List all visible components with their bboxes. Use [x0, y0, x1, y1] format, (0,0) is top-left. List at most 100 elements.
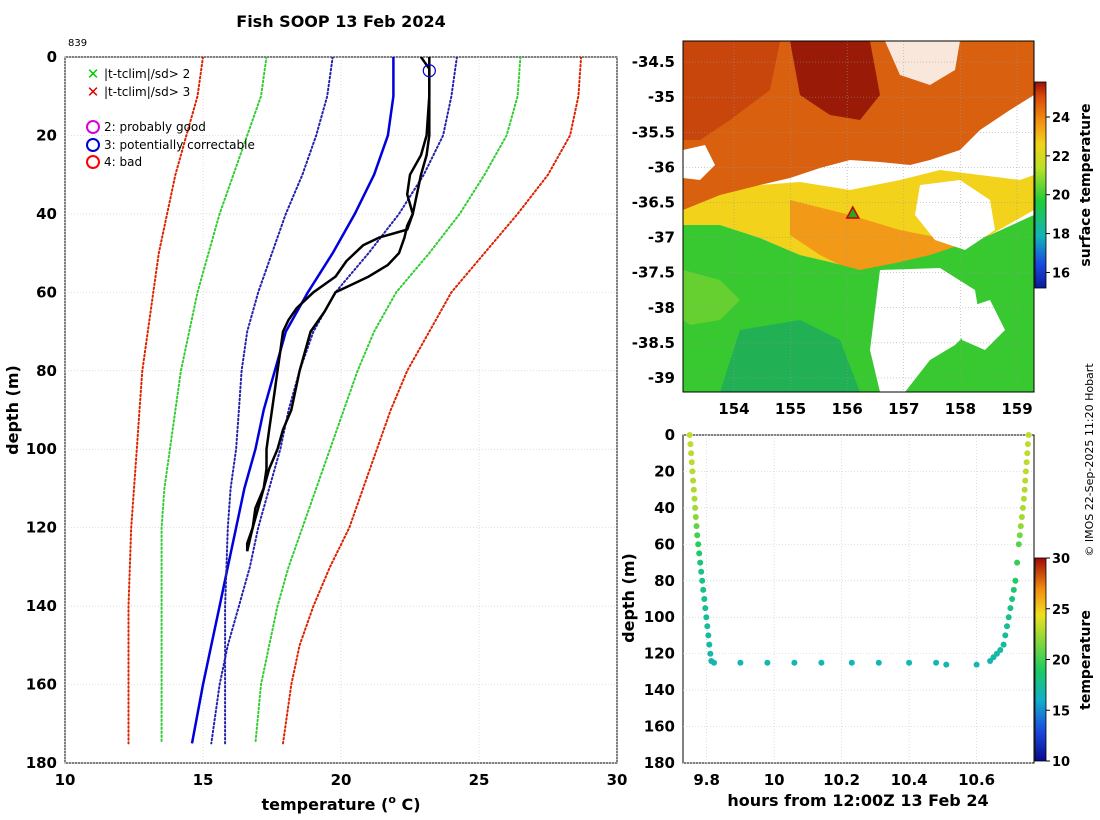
legend-item-sd3: ✕ |t-tclim|/sd> 3: [87, 83, 190, 101]
y-tick-label: 180: [26, 754, 57, 772]
legend-item-correctable: 3: potentially correctable: [86, 138, 255, 152]
time-depth-point: [1012, 577, 1019, 584]
map-x-tick-label: 155: [775, 400, 806, 418]
time-depth-point: [1002, 632, 1009, 639]
time-depth-point: [688, 450, 695, 457]
time-depth-point: [764, 659, 771, 666]
map-y-tick-label: -38.5: [632, 334, 675, 352]
y-tick-label: 60: [36, 283, 57, 301]
x-axis-label-degree: o: [388, 793, 396, 806]
time-depth-point: [705, 632, 712, 639]
time-depth-point: [698, 568, 705, 575]
time-depth-point: [689, 468, 696, 475]
cloud-mask: [683, 145, 715, 180]
time-depth-point: [1023, 459, 1030, 466]
legend-label: |t-tclim|/sd> 2: [104, 67, 190, 81]
series-line-mean-3sd: [127, 57, 204, 745]
temperature-colorbar-label: temperature: [1078, 610, 1094, 710]
map-ticks: 154 155 156 157 158 159 -34.5 -35 -35.5 -36 -36.5 -…: [632, 53, 1033, 418]
map-x-tick-label: 159: [1001, 400, 1032, 418]
time-y-tick-label: 60: [654, 535, 675, 553]
legend-item-probably-good: 2: probably good: [86, 120, 206, 134]
time-depth-point: [1010, 586, 1017, 593]
profile-y-ticks: 0 20 40 60 80 100 120 140 160 180: [26, 48, 57, 772]
time-y-tick-label: 140: [644, 681, 675, 699]
time-depth-point: [707, 650, 714, 657]
flag-circle-marker: [422, 64, 436, 78]
time-points: [686, 432, 1032, 668]
time-depth-point: [1021, 486, 1028, 493]
time-depth-point: [1004, 623, 1010, 630]
map-y-tick-label: -37.5: [632, 264, 675, 282]
temperature-colorbar-tick-label: 20: [1052, 654, 1070, 669]
time-y-tick-label: 0: [665, 426, 675, 444]
series-line-mean-sd: [210, 57, 458, 745]
x-axis-label-unit: C): [396, 795, 421, 814]
station-id: 839: [68, 38, 87, 49]
map-y-tick-label: -38: [648, 299, 675, 317]
time-depth-point: [688, 459, 695, 466]
time-depth-point: [711, 659, 717, 666]
profile-plot: 10 15 20 25 30 0 20 40 60 80 100 120 140 160 180 Fish…: [3, 12, 627, 814]
x-tick-label: 20: [331, 771, 352, 789]
time-depth-point: [692, 504, 699, 511]
y-tick-label: 100: [26, 440, 57, 458]
time-depth-point: [737, 659, 744, 666]
sst-cool-patch: [683, 270, 740, 325]
map-y-tick-label: -36.5: [632, 193, 675, 211]
x-tick-label: 15: [193, 771, 214, 789]
time-y-tick-label: 80: [654, 572, 675, 590]
profile-grid: [64, 56, 618, 764]
series-line-mean-sd: [224, 57, 334, 745]
sst-colorbar-tick-label: 16: [1052, 266, 1070, 281]
legend-label: 3: potentially correctable: [104, 138, 255, 152]
time-depth-point: [1005, 614, 1012, 621]
time-x-tick-label: 10.2: [823, 771, 860, 789]
time-grid: [683, 434, 1034, 764]
time-y-tick-label: 120: [644, 645, 675, 663]
sst-colorbar-tick-label: 22: [1052, 150, 1070, 165]
series-line-mean-2sd: [160, 57, 268, 745]
time-depth-point: [1007, 605, 1014, 612]
time-depth-point: [697, 559, 704, 566]
sst-warm-nw: [683, 41, 780, 140]
cloud-mask: [960, 300, 1005, 350]
legend-label: |t-tclim|/sd> 3: [104, 85, 190, 99]
time-depth-point: [1016, 532, 1023, 539]
map-x-tick-label: 156: [832, 400, 863, 418]
chart-title: Fish SOOP 13 Feb 2024: [236, 12, 445, 31]
temperature-colorbar-tick-label: 15: [1052, 704, 1070, 719]
time-depth-point: [1025, 432, 1032, 438]
x-tick-label: 10: [55, 771, 76, 789]
time-depth-point: [1022, 468, 1029, 475]
x-tick-label: 30: [607, 771, 628, 789]
time-y-tick-label: 180: [644, 754, 675, 772]
time-depth-point: [906, 659, 913, 666]
time-depth-point: [997, 647, 1004, 653]
profile-flags: [422, 64, 436, 78]
temperature-colorbar-tick-label: 10: [1052, 755, 1070, 770]
time-x-axis-label: hours from 12:00Z 13 Feb 24: [727, 791, 988, 810]
x-axis-label-main: temperature (: [261, 795, 388, 814]
legend-label: 4: bad: [104, 155, 142, 169]
time-x-tick-label: 9.8: [693, 771, 720, 789]
time-x-tick-label: 10.6: [958, 771, 995, 789]
time-depth-point: [703, 614, 710, 621]
profile-x-ticks: 10 15 20 25 30: [55, 771, 628, 789]
y-axis-label: depth (m): [3, 365, 22, 455]
time-depth-point: [686, 432, 693, 438]
map-y-tick-label: -35.5: [632, 123, 675, 141]
legend-item-bad: 4: bad: [86, 155, 142, 169]
y-tick-label: 140: [26, 597, 57, 615]
x-axis-label: temperature (o C): [261, 793, 420, 814]
time-x-tick-label: 10.4: [891, 771, 928, 789]
sst-cool-patch: [720, 320, 860, 392]
map-frame: [682, 40, 1035, 393]
magenta-circle-marker-icon: [86, 120, 100, 134]
time-depth-point: [695, 541, 702, 548]
time-depth-point: [706, 641, 713, 648]
time-depth-point: [943, 661, 950, 668]
time-depth-point: [701, 596, 708, 602]
map-x-tick-label: 158: [945, 400, 976, 418]
sst-colorbar-ticks: 16 18 20 22 24: [1046, 111, 1070, 281]
